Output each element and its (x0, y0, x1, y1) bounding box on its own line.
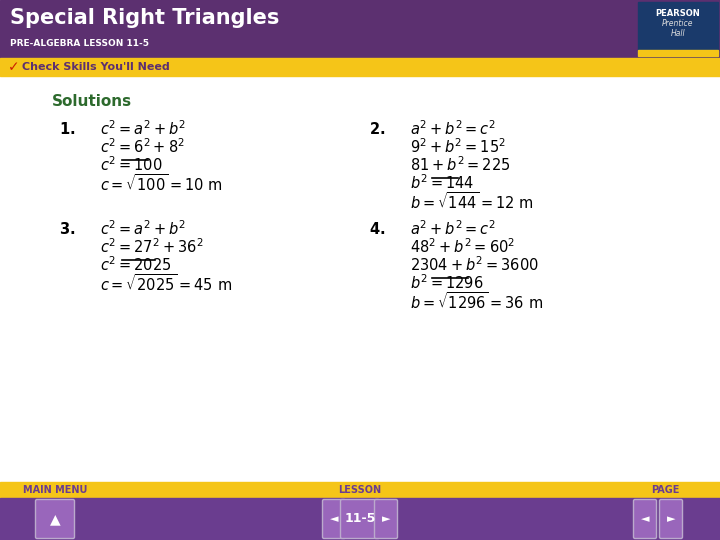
Text: 11-5: 11-5 (344, 512, 376, 525)
Text: $9^2 + b^2 = 15^2$: $9^2 + b^2 = 15^2$ (410, 138, 506, 157)
Text: $a^2 + b^2 = c^2$: $a^2 + b^2 = c^2$ (410, 120, 496, 138)
FancyBboxPatch shape (634, 500, 657, 538)
Text: $c^2 = 27^2 + 36^2$: $c^2 = 27^2 + 36^2$ (100, 238, 204, 256)
Bar (638, 2, 718, 56)
Bar (0, 58, 720, 76)
Text: $\mathbf{1.}$: $\mathbf{1.}$ (59, 121, 75, 137)
Text: $\mathbf{4.}$: $\mathbf{4.}$ (369, 221, 385, 237)
Text: Solutions: Solutions (52, 93, 132, 109)
Text: Prentice: Prentice (662, 19, 694, 29)
Bar (638, 50, 718, 56)
Text: LESSON: LESSON (338, 485, 382, 495)
Text: Check Skills You'll Need: Check Skills You'll Need (22, 62, 170, 72)
Text: Special Right Triangles: Special Right Triangles (10, 8, 279, 28)
Text: $c^2 = a^2 + b^2$: $c^2 = a^2 + b^2$ (100, 120, 186, 138)
Text: $c^2 = 6^2 + 8^2$: $c^2 = 6^2 + 8^2$ (100, 138, 185, 157)
Text: PRE-ALGEBRA LESSON 11-5: PRE-ALGEBRA LESSON 11-5 (10, 39, 149, 49)
Text: ►: ► (667, 514, 675, 524)
Text: $b = \sqrt{144} = 12\ \mathrm{m}$: $b = \sqrt{144} = 12\ \mathrm{m}$ (410, 191, 534, 212)
Text: $c = \sqrt{2025} = 45\ \mathrm{m}$: $c = \sqrt{2025} = 45\ \mathrm{m}$ (100, 273, 232, 293)
FancyBboxPatch shape (323, 500, 346, 538)
Text: PEARSON: PEARSON (656, 10, 701, 18)
Text: ✓: ✓ (8, 60, 19, 74)
Text: $b = \sqrt{1296} = 36\ \mathrm{m}$: $b = \sqrt{1296} = 36\ \mathrm{m}$ (410, 291, 543, 312)
Bar (0, 482, 720, 498)
Text: $\mathbf{3.}$: $\mathbf{3.}$ (59, 221, 75, 237)
Text: MAIN MENU: MAIN MENU (23, 485, 87, 495)
Bar (0, 0, 720, 58)
Text: $a^2 + b^2 = c^2$: $a^2 + b^2 = c^2$ (410, 220, 496, 238)
Text: PAGE: PAGE (651, 485, 679, 495)
Text: $2304 + b^2 = 3600$: $2304 + b^2 = 3600$ (410, 255, 539, 274)
Text: $c^2 = 100$: $c^2 = 100$ (100, 156, 163, 174)
FancyBboxPatch shape (341, 500, 379, 538)
Text: Hall: Hall (671, 29, 685, 37)
Text: $b^2 = 144$: $b^2 = 144$ (410, 174, 474, 192)
Text: ▲: ▲ (50, 512, 60, 526)
FancyBboxPatch shape (35, 500, 74, 538)
Text: $b^2 = 1296$: $b^2 = 1296$ (410, 274, 483, 292)
Text: ◄: ◄ (330, 514, 338, 524)
Text: $48^2 + b^2 = 60^2$: $48^2 + b^2 = 60^2$ (410, 238, 516, 256)
Text: ►: ► (382, 514, 390, 524)
Text: $81 + b^2 = 225$: $81 + b^2 = 225$ (410, 156, 510, 174)
FancyBboxPatch shape (660, 500, 683, 538)
Text: ◄: ◄ (641, 514, 649, 524)
Text: $c = \sqrt{100} = 10\ \mathrm{m}$: $c = \sqrt{100} = 10\ \mathrm{m}$ (100, 172, 222, 193)
FancyBboxPatch shape (374, 500, 397, 538)
Bar (0, 498, 720, 540)
Text: $\mathbf{2.}$: $\mathbf{2.}$ (369, 121, 385, 137)
Text: $c^2 = a^2 + b^2$: $c^2 = a^2 + b^2$ (100, 220, 186, 238)
Text: $c^2 = 2025$: $c^2 = 2025$ (100, 255, 171, 274)
